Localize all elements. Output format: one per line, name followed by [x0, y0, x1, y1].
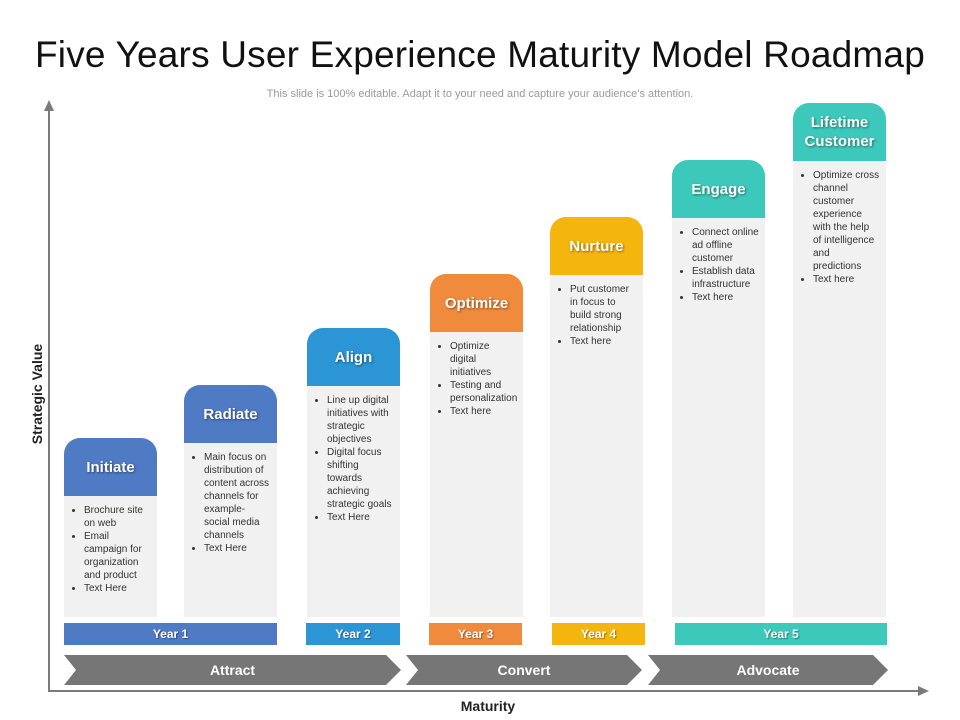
stage-header: Initiate	[64, 438, 157, 496]
year-bar-5: Year 5	[675, 623, 887, 645]
stage-bullet: Digital focus shifting towards achieving…	[327, 446, 394, 511]
stage-radiate: Radiate Main focus on distribution of co…	[184, 385, 277, 617]
y-axis-arrow-icon	[44, 100, 54, 111]
year-bar-3: Year 3	[429, 623, 522, 645]
stage-bullets: Put customer in focus to build strong re…	[560, 283, 637, 348]
stage-bullet: Text Here	[84, 582, 151, 595]
stage-bullet: Establish data infrastructure	[692, 265, 759, 291]
page-title: Five Years User Experience Maturity Mode…	[35, 34, 925, 75]
phase-attract: Attract	[64, 655, 401, 685]
stage-bullets: Connect online ad offline customer Estab…	[682, 226, 759, 304]
y-axis-label: Strategic Value	[29, 343, 45, 445]
page-subtitle: This slide is 100% editable. Adapt it to…	[266, 88, 694, 100]
stage-body: Brochure site on web Email campaign for …	[64, 496, 157, 617]
y-axis-line	[48, 110, 50, 692]
stage-header: Optimize	[430, 274, 523, 332]
stage-bullet: Email campaign for organization and prod…	[84, 530, 151, 582]
stage-bullet: Put customer in focus to build strong re…	[570, 283, 637, 335]
stage-bullet: Text Here	[327, 511, 394, 524]
stage-bullet: Connect online ad offline customer	[692, 226, 759, 265]
stage-bullets: Optimize digital initiatives Testing and…	[440, 340, 517, 418]
stage-bullet: Testing and personalization	[450, 379, 517, 405]
stage-header: Engage	[672, 160, 765, 218]
x-axis-label: Maturity	[460, 698, 516, 714]
stage-bullet: Optimize cross channel customer experien…	[813, 169, 880, 273]
year-bar-2: Year 2	[306, 623, 400, 645]
phase-advocate: Advocate	[648, 655, 888, 685]
phase-chevron-shape	[406, 655, 642, 685]
stage-body: Optimize digital initiatives Testing and…	[430, 332, 523, 617]
stage-bullet: Text Here	[204, 542, 271, 555]
phase-label: Advocate	[736, 662, 800, 678]
stage-bullet: Text here	[692, 291, 759, 304]
phase-label: Convert	[497, 662, 551, 678]
x-axis-arrow-icon	[918, 686, 929, 696]
stage-bullets: Main focus on distribution of content ac…	[194, 451, 271, 555]
year-bar-1: Year 1	[64, 623, 277, 645]
stage-nurture: Nurture Put customer in focus to build s…	[550, 217, 643, 617]
stage-align: Align Line up digital initiatives with s…	[307, 328, 400, 617]
stage-optimize: Optimize Optimize digital initiatives Te…	[430, 274, 523, 617]
stage-body: Main focus on distribution of content ac…	[184, 443, 277, 617]
stage-header: Lifetime Customer	[793, 103, 886, 161]
stage-bullet: Text here	[813, 273, 880, 286]
stage-bullet: Main focus on distribution of content ac…	[204, 451, 271, 542]
stage-bullets: Optimize cross channel customer experien…	[803, 169, 880, 286]
stage-bullet: Text here	[570, 335, 637, 348]
stage-bullet: Text here	[450, 405, 517, 418]
stage-header: Radiate	[184, 385, 277, 443]
phase-convert: Convert	[406, 655, 642, 685]
stage-bullet: Line up digital initiatives with strateg…	[327, 394, 394, 446]
stage-bullet: Optimize digital initiatives	[450, 340, 517, 379]
stage-bullets: Brochure site on web Email campaign for …	[74, 504, 151, 595]
stage-initiate: Initiate Brochure site on web Email camp…	[64, 438, 157, 617]
x-axis-line	[48, 690, 920, 692]
stage-header: Align	[307, 328, 400, 386]
stage-header: Nurture	[550, 217, 643, 275]
stage-engage: Engage Connect online ad offline custome…	[672, 160, 765, 617]
stage-bullet: Brochure site on web	[84, 504, 151, 530]
stage-body: Optimize cross channel customer experien…	[793, 161, 886, 617]
phase-label: Attract	[209, 662, 256, 678]
stage-body: Connect online ad offline customer Estab…	[672, 218, 765, 617]
stage-lifetime-customer: Lifetime Customer Optimize cross channel…	[793, 103, 886, 617]
phase-chevron-shape	[648, 655, 888, 685]
stage-bullets: Line up digital initiatives with strateg…	[317, 394, 394, 524]
stage-body: Put customer in focus to build strong re…	[550, 275, 643, 617]
phase-chevron-shape	[64, 655, 401, 685]
stage-body: Line up digital initiatives with strateg…	[307, 386, 400, 617]
year-bar-4: Year 4	[552, 623, 645, 645]
